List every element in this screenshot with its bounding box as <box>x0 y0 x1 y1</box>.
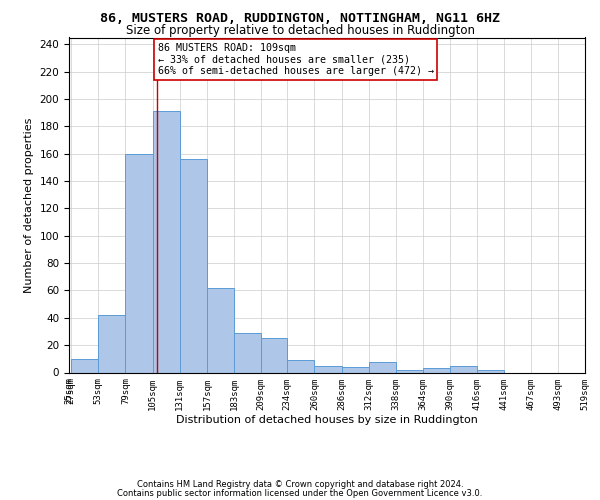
Text: 86, MUSTERS ROAD, RUDDINGTON, NOTTINGHAM, NG11 6HZ: 86, MUSTERS ROAD, RUDDINGTON, NOTTINGHAM… <box>100 12 500 26</box>
Bar <box>341 367 369 372</box>
Bar <box>71 359 98 372</box>
Bar <box>261 338 287 372</box>
Bar <box>125 154 152 372</box>
Bar <box>478 370 503 372</box>
Text: Contains HM Land Registry data © Crown copyright and database right 2024.: Contains HM Land Registry data © Crown c… <box>137 480 463 489</box>
Bar <box>369 362 396 372</box>
Bar <box>207 288 234 372</box>
Bar <box>234 333 261 372</box>
Bar <box>314 366 341 372</box>
Bar <box>396 370 423 372</box>
Bar <box>180 159 207 372</box>
Bar <box>287 360 314 372</box>
Bar <box>98 315 125 372</box>
Bar <box>152 112 180 372</box>
Text: Size of property relative to detached houses in Ruddington: Size of property relative to detached ho… <box>125 24 475 37</box>
Bar <box>450 366 478 372</box>
Y-axis label: Number of detached properties: Number of detached properties <box>24 118 34 292</box>
X-axis label: Distribution of detached houses by size in Ruddington: Distribution of detached houses by size … <box>176 415 478 425</box>
Text: Contains public sector information licensed under the Open Government Licence v3: Contains public sector information licen… <box>118 488 482 498</box>
Bar <box>423 368 450 372</box>
Text: 86 MUSTERS ROAD: 109sqm
← 33% of detached houses are smaller (235)
66% of semi-d: 86 MUSTERS ROAD: 109sqm ← 33% of detache… <box>158 43 434 76</box>
